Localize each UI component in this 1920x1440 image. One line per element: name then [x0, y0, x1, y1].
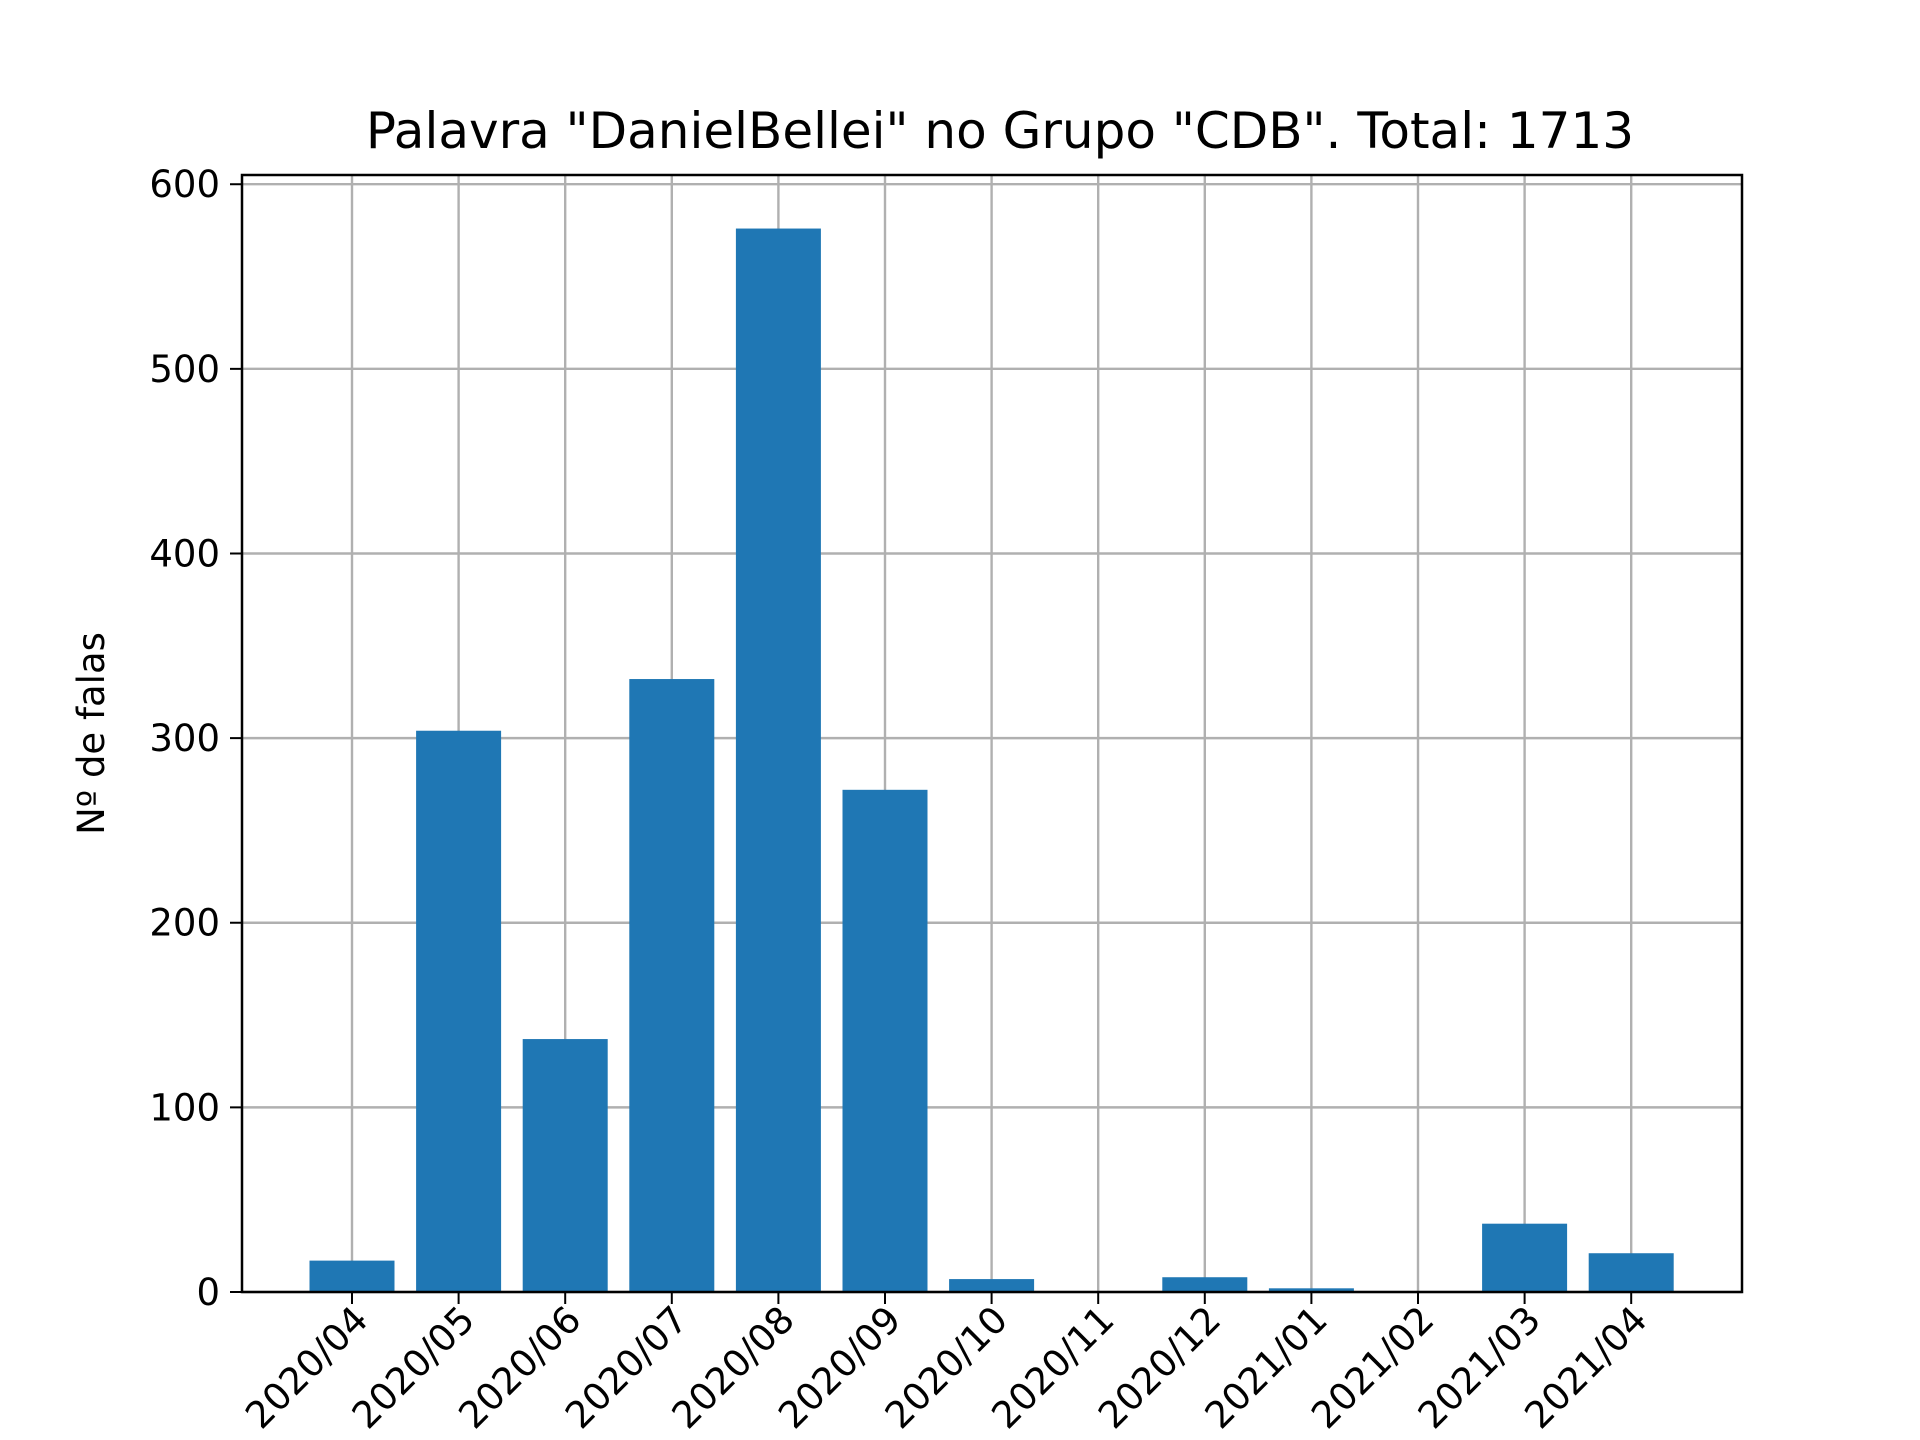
y-tick-label: 200	[149, 902, 220, 945]
bar	[842, 789, 928, 1292]
y-tick-label: 400	[149, 532, 220, 575]
y-tick-label: 100	[149, 1086, 220, 1129]
bar	[629, 679, 715, 1292]
bar	[416, 730, 502, 1292]
bars	[309, 228, 1674, 1293]
y-tick-label: 500	[149, 348, 220, 391]
y-axis-label: Nº de falas	[70, 632, 113, 835]
bar	[1482, 1223, 1568, 1292]
x-axis-ticks: 2020/042020/052020/062020/072020/082020/…	[237, 1292, 1656, 1437]
y-axis-ticks: 0 100 200 300 400 500 600	[149, 163, 242, 1314]
y-tick-label: 0	[196, 1271, 220, 1314]
y-tick-label: 300	[149, 717, 220, 760]
y-tick-label: 600	[149, 163, 220, 206]
bar	[1588, 1253, 1674, 1292]
bar	[949, 1279, 1035, 1292]
bar	[522, 1039, 608, 1292]
bar	[1162, 1277, 1248, 1292]
bar	[735, 228, 821, 1293]
bar	[1268, 1288, 1354, 1292]
chart-title: Palavra "DanielBellei" no Grupo "CDB". T…	[366, 102, 1634, 160]
bar	[309, 1260, 395, 1292]
